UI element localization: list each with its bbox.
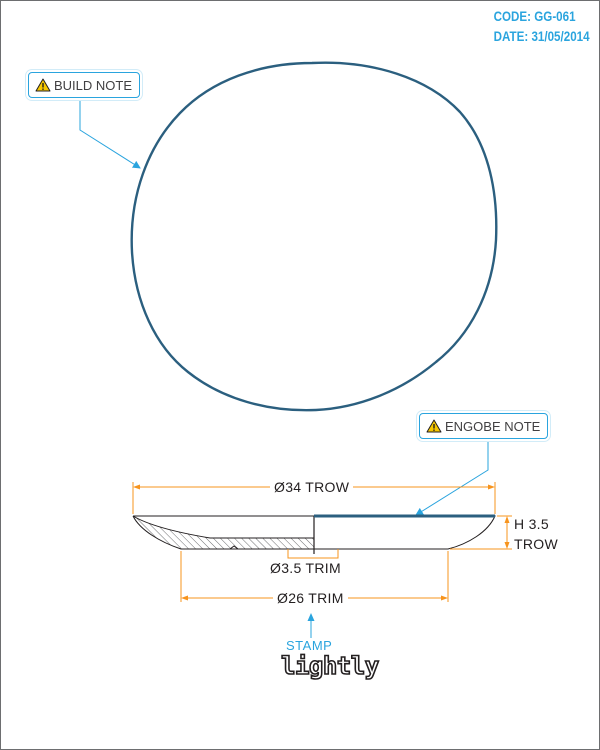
engobe-note-leader bbox=[415, 437, 489, 516]
section-hatch-cover bbox=[133, 516, 314, 538]
outer-diameter-label: Ø34 TROW bbox=[270, 479, 354, 495]
engobe-note-callout[interactable]: ENGOBE NOTE bbox=[419, 413, 549, 439]
stamp-arrow bbox=[307, 613, 315, 638]
foot-ring-notch bbox=[229, 545, 239, 550]
warning-triangle-icon bbox=[35, 78, 51, 92]
warning-triangle-icon bbox=[426, 419, 442, 433]
elevation-right-outline bbox=[314, 515, 496, 550]
foot-ring-label: Ø3.5 TRIM bbox=[270, 560, 341, 576]
section-view bbox=[132, 514, 496, 554]
build-note-label: BUILD NOTE bbox=[54, 77, 133, 93]
drawing-date: DATE: 31/05/2014 bbox=[494, 29, 590, 44]
engobe-note-label: ENGOBE NOTE bbox=[445, 418, 541, 434]
plan-view-outline bbox=[130, 61, 498, 412]
build-note-leader bbox=[79, 97, 141, 169]
section-left-outline bbox=[132, 515, 314, 550]
height-label-line2: TROW bbox=[514, 536, 558, 552]
title-block: CODE: GG-061 DATE: 31/05/2014 bbox=[494, 7, 590, 47]
height-label-line1: H 3.5 bbox=[514, 516, 549, 532]
build-note-callout[interactable]: BUILD NOTE bbox=[28, 72, 141, 98]
stamp-logo: lightly bbox=[280, 651, 380, 681]
stamp-label: STAMP bbox=[286, 638, 333, 653]
base-diameter-label: Ø26 TRIM bbox=[273, 590, 348, 606]
product-code: CODE: GG-061 bbox=[494, 9, 576, 24]
